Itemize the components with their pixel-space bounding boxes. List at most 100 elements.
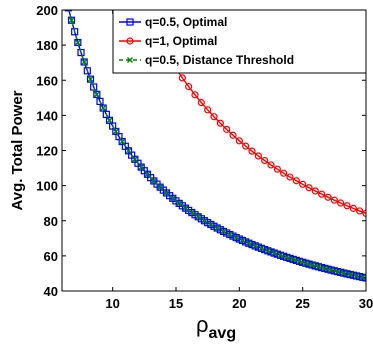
data-point	[90, 83, 98, 91]
data-point	[302, 260, 309, 267]
legend-marker	[127, 57, 133, 63]
data-point	[178, 74, 186, 82]
data-point	[362, 209, 366, 217]
legend-box	[112, 9, 367, 74]
data-point	[157, 184, 164, 191]
y-tick-label: 200	[36, 3, 58, 18]
data-point	[131, 156, 138, 163]
y-tick-label: 120	[36, 144, 58, 159]
data-point	[235, 137, 243, 145]
data-point	[347, 271, 354, 278]
x-tick-label: 20	[232, 296, 246, 311]
data-point	[305, 184, 313, 192]
data-point	[318, 190, 326, 198]
data-point	[226, 231, 233, 238]
data-point	[188, 209, 195, 216]
data-point	[254, 152, 262, 160]
y-tick-label: 180	[36, 38, 58, 53]
data-point	[74, 38, 82, 47]
data-point	[74, 39, 81, 46]
data-point	[242, 142, 250, 150]
y-tick-label: 160	[36, 73, 58, 88]
x-tick-label: 15	[169, 296, 183, 311]
legend-label: q=0.5, Distance Threshold	[145, 53, 294, 67]
data-point	[207, 221, 214, 228]
data-point	[286, 173, 294, 181]
data-point	[87, 76, 94, 83]
data-point	[195, 213, 202, 220]
data-point	[267, 161, 275, 169]
data-point	[68, 17, 75, 24]
data-point	[343, 202, 351, 210]
data-point	[239, 237, 246, 244]
data-point	[330, 196, 338, 204]
data-point	[64, 10, 72, 12]
data-point	[252, 242, 259, 249]
data-point	[248, 147, 256, 155]
legend-item: q=0.5, Distance Threshold	[119, 53, 294, 67]
data-point	[359, 274, 366, 281]
data-point	[214, 225, 221, 232]
data-point	[340, 270, 347, 277]
data-point	[86, 75, 95, 83]
data-point	[321, 265, 328, 272]
x-tick-label: 10	[105, 296, 119, 311]
y-tick-label: 60	[44, 249, 58, 264]
data-point	[96, 97, 104, 106]
data-point	[311, 187, 319, 195]
data-point	[324, 193, 332, 201]
x-axis-label-subscript: avg	[209, 325, 237, 342]
x-tick-label: 25	[295, 296, 309, 311]
data-point	[169, 195, 176, 202]
data-point	[80, 58, 88, 66]
legend-label: q=0.5, Optimal	[145, 15, 227, 29]
data-point	[337, 199, 345, 207]
data-point	[204, 106, 212, 114]
data-point	[197, 98, 205, 107]
data-point	[273, 165, 281, 173]
data-point	[296, 258, 303, 265]
data-point	[223, 125, 231, 133]
data-point	[292, 177, 300, 185]
legend-item: q=1, Optimal	[119, 34, 217, 48]
data-point	[216, 119, 224, 127]
data-point	[349, 204, 357, 212]
data-point	[191, 91, 199, 99]
data-point	[182, 205, 189, 212]
data-point	[309, 262, 316, 269]
y-tick-label: 80	[44, 214, 58, 229]
data-point	[261, 156, 269, 165]
data-point	[71, 28, 79, 36]
data-point	[100, 105, 107, 112]
legend: q=0.5, Optimal q=1, Optimal q=0.5, Distanc…	[112, 9, 367, 74]
data-point	[356, 207, 364, 215]
legend-marker	[126, 37, 134, 45]
data-point	[283, 254, 290, 261]
data-point	[258, 245, 265, 252]
legend-label: q=1, Optimal	[145, 34, 217, 48]
data-point	[119, 138, 126, 145]
x-tick-label: 30	[359, 296, 373, 311]
data-point	[112, 128, 119, 135]
y-tick-label: 100	[36, 179, 58, 194]
data-point	[125, 147, 132, 154]
data-point	[81, 58, 88, 65]
data-point	[245, 240, 252, 247]
data-point	[83, 67, 91, 75]
data-point	[328, 267, 335, 274]
data-point	[176, 200, 183, 207]
data-point	[144, 171, 151, 178]
data-point	[229, 131, 237, 139]
series-2	[68, 10, 366, 281]
y-axis-label: Avg. Total Power	[9, 90, 26, 210]
data-point	[334, 268, 341, 275]
data-point	[106, 117, 113, 124]
data-point	[271, 250, 278, 257]
data-point	[280, 169, 288, 177]
data-point	[163, 189, 170, 196]
data-point	[220, 228, 227, 235]
data-point	[201, 217, 208, 224]
x-axis-label-base: ρ	[196, 312, 209, 337]
data-point	[264, 247, 271, 254]
data-point	[315, 263, 322, 270]
